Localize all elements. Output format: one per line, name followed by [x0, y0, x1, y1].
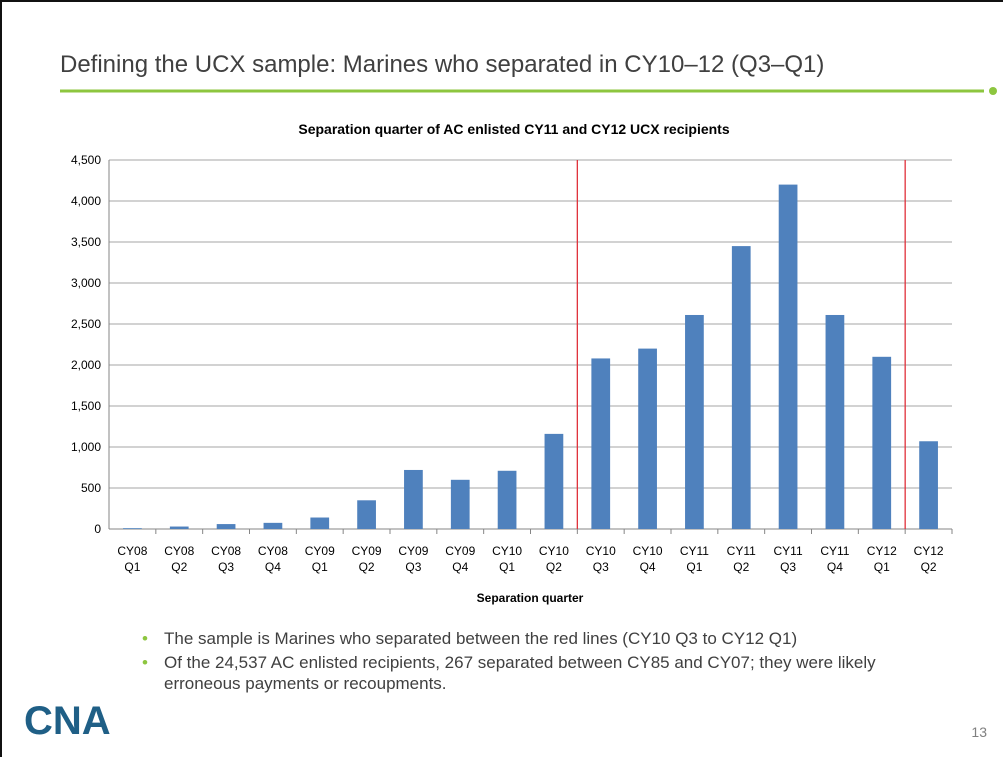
chart-title: Separation quarter of AC enlisted CY11 a… [298, 121, 729, 137]
x-axis-title: Separation quarter [477, 591, 584, 605]
bullets: The sample is Marines who separated betw… [142, 628, 954, 697]
y-tick-label: 2,500 [71, 317, 101, 331]
x-tick-label: CY10 Q1 [492, 544, 523, 574]
x-tick-label: CY10 Q2 [538, 544, 569, 574]
page-number: 13 [971, 724, 987, 740]
y-tick-label: 2,000 [71, 358, 101, 372]
y-tick-label: 1,000 [71, 440, 101, 454]
bar [731, 246, 751, 529]
x-tick-label: CY11 Q4 [820, 544, 850, 574]
y-tick-label: 0 [94, 522, 101, 536]
bar [778, 184, 798, 529]
bar [685, 314, 704, 529]
bullet: Of the 24,537 AC enlisted recipients, 26… [142, 652, 954, 694]
x-tick-label: CY09 Q1 [304, 544, 335, 574]
y-tick-label: 3,500 [71, 235, 101, 249]
bar [591, 358, 611, 529]
bar [404, 469, 423, 529]
bullet: The sample is Marines who separated betw… [142, 628, 954, 649]
bar [450, 479, 470, 529]
bar [638, 348, 657, 529]
y-tick-label: 4,500 [71, 153, 101, 167]
x-tick-label: CY11 Q2 [726, 544, 756, 574]
x-tick-label: CY08 Q1 [117, 544, 148, 574]
x-tick-label: CY09 Q4 [445, 544, 476, 574]
bar [216, 524, 236, 529]
x-tick-label: CY08 Q3 [211, 544, 242, 574]
bar [263, 522, 283, 529]
y-tick-label: 4,000 [71, 194, 101, 208]
x-tick-label: CY12 Q2 [913, 544, 944, 574]
x-tick-label: CY11 Q1 [679, 544, 709, 574]
bar [919, 441, 938, 529]
y-tick-label: 1,500 [71, 399, 101, 413]
x-tick-label: CY09 Q2 [351, 544, 382, 574]
bar [544, 433, 564, 529]
bar [497, 470, 517, 529]
x-tick-label: CY08 Q4 [257, 544, 288, 574]
logo: CNA [24, 699, 111, 743]
bar [123, 528, 142, 529]
title-dot [989, 87, 997, 95]
bar [169, 526, 189, 529]
x-tick-label: CY10 Q3 [585, 544, 616, 574]
x-tick-label: CY08 Q2 [164, 544, 195, 574]
x-tick-label: CY12 Q1 [866, 544, 897, 574]
bar [872, 356, 892, 529]
y-tick-label: 3,000 [71, 276, 101, 290]
y-tick-label: 500 [81, 481, 101, 495]
bar [310, 517, 330, 529]
x-tick-label: CY10 Q4 [632, 544, 663, 574]
x-tick-label: CY09 Q3 [398, 544, 429, 574]
bar [357, 500, 376, 529]
bar [825, 314, 845, 529]
slide-title: Defining the UCX sample: Marines who sep… [60, 51, 824, 78]
x-tick-label: CY11 Q3 [773, 544, 803, 574]
